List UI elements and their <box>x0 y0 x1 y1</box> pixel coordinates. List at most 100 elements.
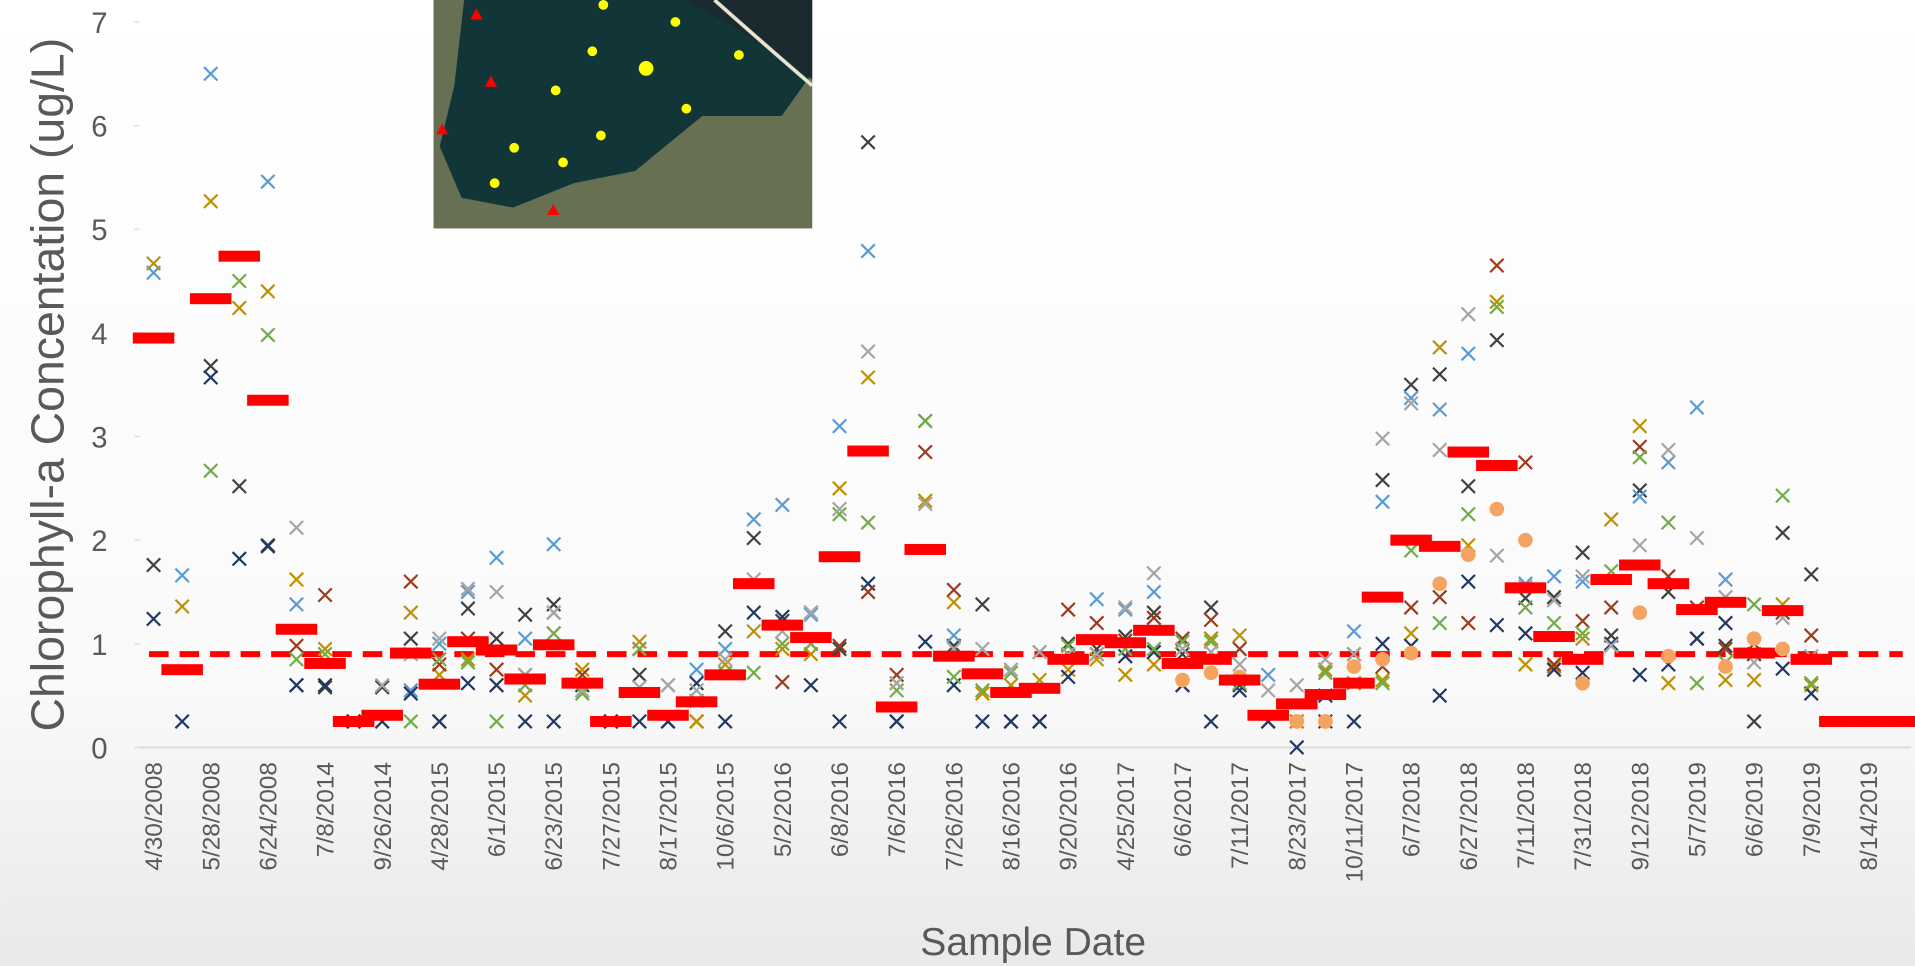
median-bar <box>619 687 661 698</box>
median-bar <box>133 333 175 344</box>
x-tick-label: 7/27/2015 <box>598 762 625 871</box>
x-tick-label: 6/8/2016 <box>827 762 854 857</box>
x-tick-label: 7/26/2016 <box>941 762 968 871</box>
x-tick-label: 5/2/2016 <box>770 762 797 857</box>
median-bar <box>1505 582 1547 593</box>
median-bar <box>1590 574 1632 585</box>
median-bar <box>1476 460 1518 471</box>
median-bar <box>1705 597 1747 608</box>
median-bar <box>1105 637 1147 648</box>
median-bar <box>819 551 861 562</box>
median-bar <box>647 710 689 721</box>
x-tick-label: 8/17/2015 <box>656 762 683 871</box>
median-bar <box>247 395 289 406</box>
median-bar <box>1133 625 1175 636</box>
x-tick-label: 7/11/2017 <box>1227 762 1254 869</box>
x-tick-label: 8/14/2019 <box>1856 762 1883 871</box>
x-axis-title: Sample Date <box>920 921 1146 964</box>
median-bar <box>1762 605 1804 616</box>
y-tick-label: 4 <box>91 318 107 351</box>
median-bar <box>1333 678 1375 689</box>
dot-marker <box>1718 659 1733 674</box>
median-bar <box>733 578 775 589</box>
median-bar <box>1190 654 1232 665</box>
median-bar <box>1790 654 1832 665</box>
y-tick-label: 5 <box>91 214 107 247</box>
x-tick-label: 7/9/2019 <box>1799 762 1826 857</box>
dot-marker <box>1490 502 1505 517</box>
x-tick-label: 9/26/2014 <box>370 762 397 871</box>
dot-marker <box>1318 714 1333 729</box>
median-bar <box>1419 541 1461 552</box>
x-tick-label: 6/23/2015 <box>541 762 568 871</box>
dot-marker <box>1175 673 1190 688</box>
dot-marker <box>1632 605 1647 620</box>
median-bar <box>276 624 318 635</box>
median-bar <box>704 669 746 680</box>
x-tick-label: 7/8/2014 <box>313 762 340 857</box>
x-tick-label: 6/6/2019 <box>1742 762 1769 857</box>
median-bar <box>304 658 346 669</box>
dot-marker <box>1347 659 1362 674</box>
median-bar <box>876 701 918 712</box>
x-tick-label: 4/30/2008 <box>141 762 168 871</box>
x-tick-label: 8/16/2016 <box>999 762 1026 871</box>
y-tick-label: 0 <box>91 732 107 765</box>
median-bar <box>1733 648 1775 659</box>
x-tick-label: 6/1/2015 <box>484 762 511 857</box>
x-tick-label: 6/7/2018 <box>1399 762 1426 857</box>
x-tick-label: 9/20/2016 <box>1056 762 1083 871</box>
median-bar <box>504 674 546 685</box>
median-bar <box>904 544 946 555</box>
median-bar <box>676 696 718 707</box>
y-axis-title: Chlorophyll-a Concentation (ug/L) <box>22 38 74 732</box>
inset-map <box>434 0 813 228</box>
median-bar <box>590 716 632 727</box>
median-bar <box>1533 631 1575 642</box>
median-bar <box>161 664 203 675</box>
x-tick-label: 5/28/2008 <box>198 762 225 871</box>
median-bar <box>361 710 403 721</box>
x-tick-label: 10/6/2015 <box>713 762 740 871</box>
median-bar <box>1362 592 1404 603</box>
x-tick-label: 6/27/2018 <box>1456 762 1483 871</box>
x-tick-label: 5/7/2019 <box>1684 762 1711 857</box>
median-bar <box>1047 654 1089 665</box>
median-bar <box>962 668 1004 679</box>
median-bar <box>847 446 889 457</box>
median-bar <box>1619 560 1661 571</box>
dot-marker <box>1289 714 1304 729</box>
y-tick-label: 6 <box>91 111 107 144</box>
dot-marker <box>1404 646 1419 661</box>
median-bar <box>933 651 975 662</box>
x-tick-label: 6/6/2017 <box>1170 762 1197 857</box>
dot-marker <box>1518 533 1533 548</box>
median-bar <box>762 620 804 631</box>
x-tick-label: 8/23/2017 <box>1284 762 1311 871</box>
x-tick-label: 6/24/2008 <box>255 762 282 871</box>
median-bar <box>562 678 604 689</box>
median-bar <box>533 639 575 650</box>
dot-marker <box>1747 631 1762 646</box>
x-tick-label: 10/11/2017 <box>1342 762 1369 882</box>
x-tick-label: 4/25/2017 <box>1113 762 1140 871</box>
y-tick-label: 7 <box>91 7 107 40</box>
x-tick-label: 7/6/2016 <box>884 762 911 857</box>
median-bar <box>1019 683 1061 694</box>
median-bar <box>1305 689 1347 700</box>
x-tick-label: 7/31/2018 <box>1570 762 1597 871</box>
x-tick-label: 9/12/2018 <box>1627 762 1654 871</box>
y-tick-label: 1 <box>91 629 107 662</box>
median-bar <box>1219 675 1261 686</box>
median-bar <box>219 251 261 262</box>
median-bar <box>1648 578 1690 589</box>
median-bar <box>1247 710 1289 721</box>
median-bar <box>790 632 832 643</box>
median-bar <box>190 293 232 304</box>
x-tick-label: 7/11/2018 <box>1513 762 1540 869</box>
dot-marker <box>1432 576 1447 591</box>
chart: Chlorophyll-a Concentation (ug/L) Sample… <box>0 0 1915 966</box>
median-bar <box>390 648 432 659</box>
median-bar <box>1876 716 1915 727</box>
x-tick-label: 4/28/2015 <box>427 762 454 871</box>
